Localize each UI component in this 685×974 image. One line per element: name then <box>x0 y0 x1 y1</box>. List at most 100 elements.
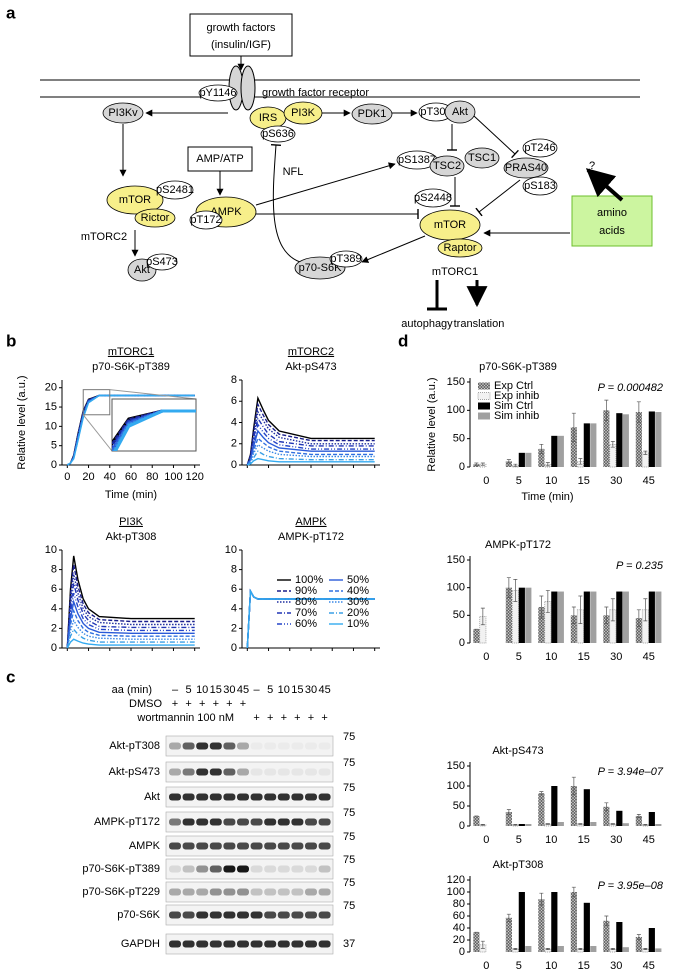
lane-mark: + <box>185 698 191 710</box>
band <box>169 888 181 896</box>
band <box>196 818 209 826</box>
error-bar <box>545 948 550 950</box>
chart-title: mTORC2 <box>288 346 334 358</box>
band <box>209 842 222 850</box>
error-bar <box>571 412 576 442</box>
band <box>223 768 236 776</box>
chart-title: PI3K <box>119 516 144 528</box>
bar <box>603 920 610 952</box>
y-tick-label: 100 <box>447 780 465 792</box>
x-tick-label: 80 <box>146 471 158 483</box>
bar <box>511 948 519 953</box>
error-bar <box>545 823 550 825</box>
y-tick-label: 150 <box>447 760 465 772</box>
y-tick-label: 10 <box>225 544 237 556</box>
error-bar <box>636 401 641 423</box>
lane-label: 45 <box>237 684 249 696</box>
bar <box>505 587 512 643</box>
bar <box>641 452 649 468</box>
band <box>250 865 263 873</box>
error-bar <box>474 462 479 466</box>
row-label: Akt <box>144 791 160 803</box>
band <box>291 940 304 948</box>
legend-label: Exp inhib <box>494 390 539 402</box>
node-label: TSC2 <box>433 160 461 172</box>
lane-label: 5 <box>267 684 273 696</box>
bar <box>590 822 597 826</box>
error-bar <box>604 606 609 624</box>
node-label: growth factor receptor <box>262 87 369 99</box>
bar <box>635 412 642 467</box>
blot-strip <box>165 858 334 880</box>
node-label: pT389 <box>330 253 361 265</box>
lane-mark: + <box>253 712 259 724</box>
x-tick-label: 45 <box>643 651 655 663</box>
bar <box>525 452 532 467</box>
x-tick-label: 40 <box>104 471 116 483</box>
bar <box>655 412 662 467</box>
bar <box>583 591 590 643</box>
lane-mark: + <box>240 698 246 710</box>
error-bar <box>506 809 511 815</box>
mw-marker: 75 <box>343 900 355 912</box>
band <box>305 940 317 948</box>
band <box>223 888 236 896</box>
band <box>291 842 304 850</box>
lane-label: 15 <box>210 684 222 696</box>
band <box>264 865 277 873</box>
bar <box>603 410 610 467</box>
lane-mark: + <box>213 698 219 710</box>
node <box>429 155 465 177</box>
node-label: PRAS40 <box>505 162 547 174</box>
chart-subtitle: Akt-pS473 <box>285 361 336 373</box>
chart-subtitle: AMPK-pT172 <box>278 531 344 543</box>
node <box>414 188 452 208</box>
y-tick-label: 4 <box>231 603 237 615</box>
x-tick-label: 45 <box>643 834 655 846</box>
y-tick-label: 50 <box>453 800 465 812</box>
node-label: ? <box>589 160 595 172</box>
legend-label: 100% <box>295 574 323 586</box>
x-tick-label: 0 <box>64 471 70 483</box>
error-bar <box>539 791 544 796</box>
line <box>66 574 195 649</box>
y-tick-label: 20 <box>45 382 57 394</box>
lane-mark: + <box>281 712 287 724</box>
y-tick-label: 100 <box>447 582 465 594</box>
node-label: pT172 <box>190 214 221 226</box>
node-label: Akt <box>134 264 150 276</box>
lane-mark: + <box>172 698 178 710</box>
band <box>196 865 209 873</box>
error-bar <box>604 802 609 812</box>
bar <box>551 591 558 643</box>
band <box>223 818 236 826</box>
error-bar <box>480 462 485 466</box>
y-tick-label: 0 <box>459 461 465 473</box>
y-tick-label: 8 <box>231 374 237 386</box>
y-tick-label: 10 <box>45 420 57 432</box>
y-tick-label: 0 <box>459 637 465 649</box>
node <box>134 208 176 228</box>
bar <box>622 414 629 467</box>
band <box>250 888 263 896</box>
bar <box>590 946 597 952</box>
lane-label: 30 <box>223 684 235 696</box>
error-bar <box>636 814 641 818</box>
row-label: p70-S6K-pT389 <box>82 863 160 875</box>
x-tick-label: 0 <box>483 475 489 487</box>
error-bar <box>578 595 583 624</box>
blot-strip <box>165 761 334 783</box>
legend-label: Sim Ctrl <box>494 400 533 412</box>
bar <box>505 812 512 826</box>
blot-strip <box>165 811 334 833</box>
band <box>169 768 181 776</box>
bar <box>518 452 525 467</box>
y-tick-label: 2 <box>51 622 57 634</box>
band <box>250 793 263 801</box>
bar <box>505 461 512 467</box>
line <box>66 592 195 649</box>
x-tick-label: 45 <box>643 960 655 972</box>
band <box>223 865 236 873</box>
band <box>277 842 290 850</box>
